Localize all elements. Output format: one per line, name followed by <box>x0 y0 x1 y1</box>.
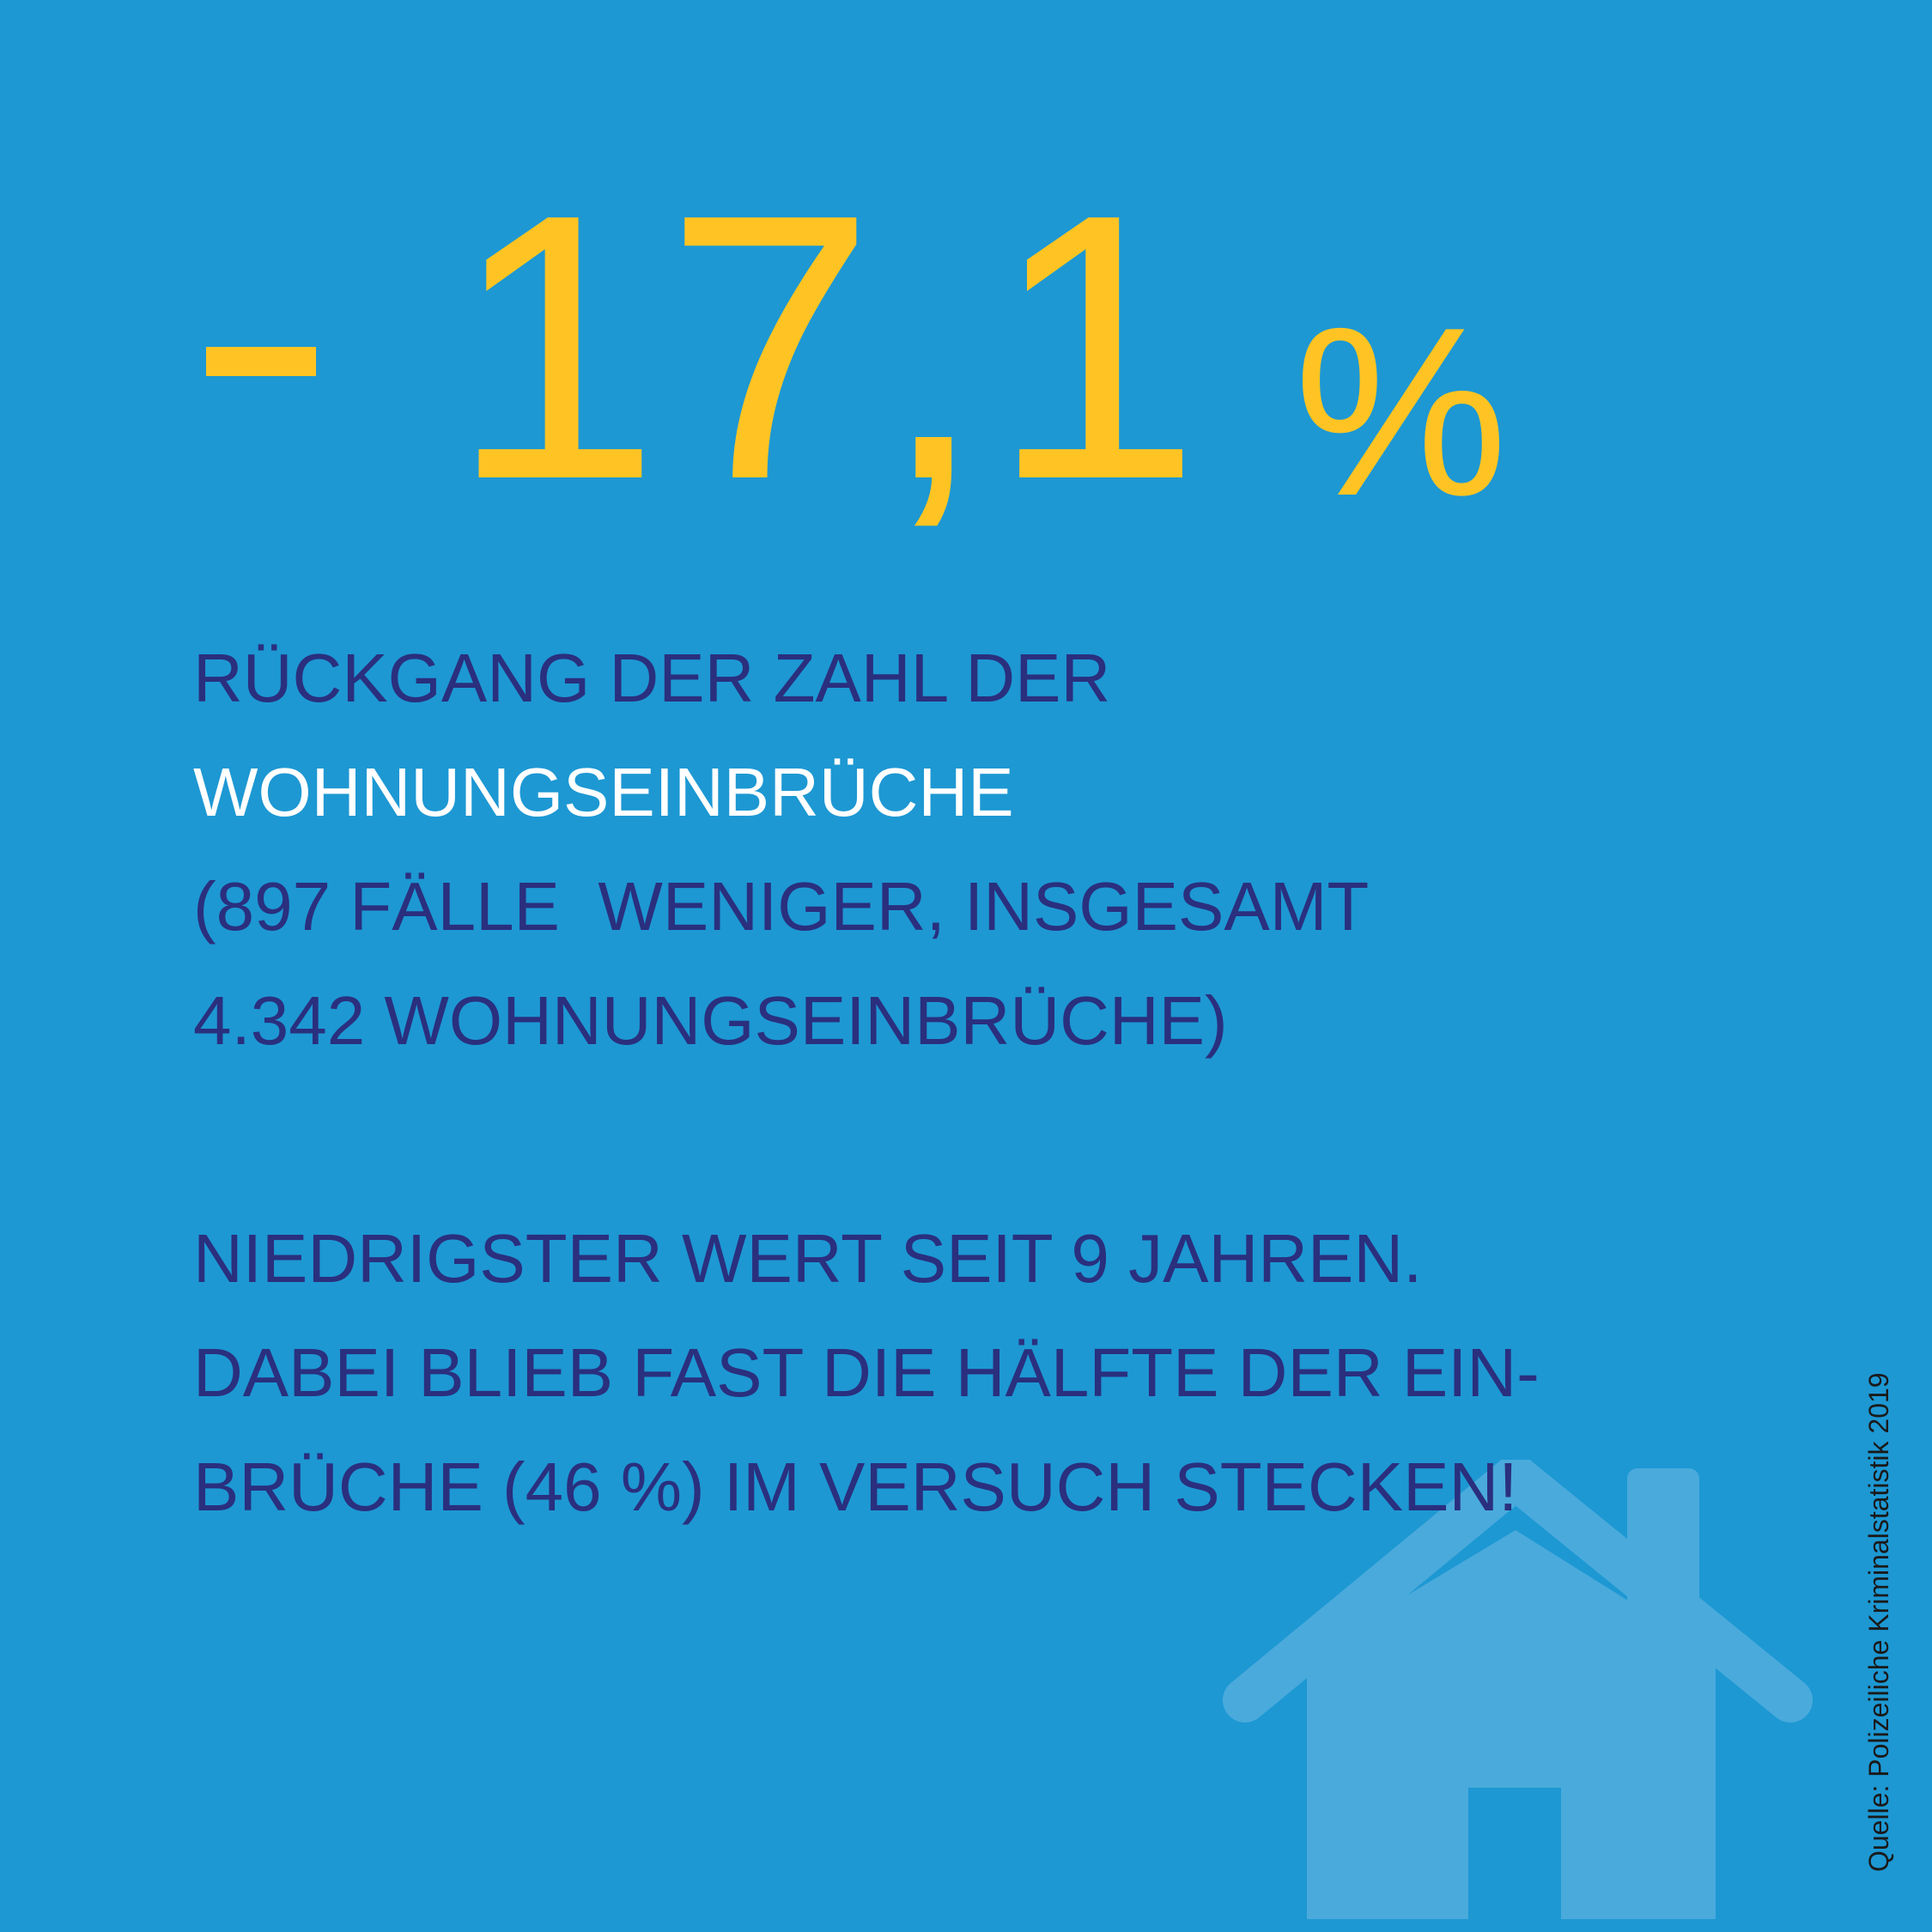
lowest-line-3: BRÜCHE (46 %) IM VERSUCH STECKEN! <box>193 1449 1518 1525</box>
text-block-decline: RÜCKGANG DER ZAHL DER WOHNUNGSEINBRÜCHE … <box>193 621 1704 1078</box>
lowest-line-2: DABEI BLIEB FAST DIE HÄLFTE DER EIN- <box>193 1334 1540 1411</box>
minus-icon <box>206 347 316 376</box>
decline-line-4: 4.342 WOHNUNGSEINBRÜCHE) <box>193 982 1228 1059</box>
decline-line-1: RÜCKGANG DER ZAHL DER <box>193 640 1111 716</box>
house-door <box>1468 1788 1561 1932</box>
house-roof <box>1223 1460 1813 1722</box>
headline: 17,1 % <box>199 146 1831 567</box>
decline-line-2: WOHNUNGSEINBRÜCHE <box>193 754 1014 830</box>
house-icon <box>1223 1460 1813 1932</box>
headline-percent: % <box>1294 278 1508 546</box>
house-body <box>1307 1530 1716 1919</box>
headline-number: 17,1 <box>450 137 1206 558</box>
source-note: Quelle: Polizeiliche Kriminalstatistik 2… <box>1863 1372 1894 1872</box>
text-block-lowest-value: NIEDRIGSTER WERT SEIT 9 JAHREN. DABEI BL… <box>193 1201 1704 1544</box>
decline-line-3: (897 FÄLLE WENIGER, INSGESAMT <box>193 868 1370 945</box>
lowest-line-1: NIEDRIGSTER WERT SEIT 9 JAHREN. <box>193 1220 1423 1297</box>
